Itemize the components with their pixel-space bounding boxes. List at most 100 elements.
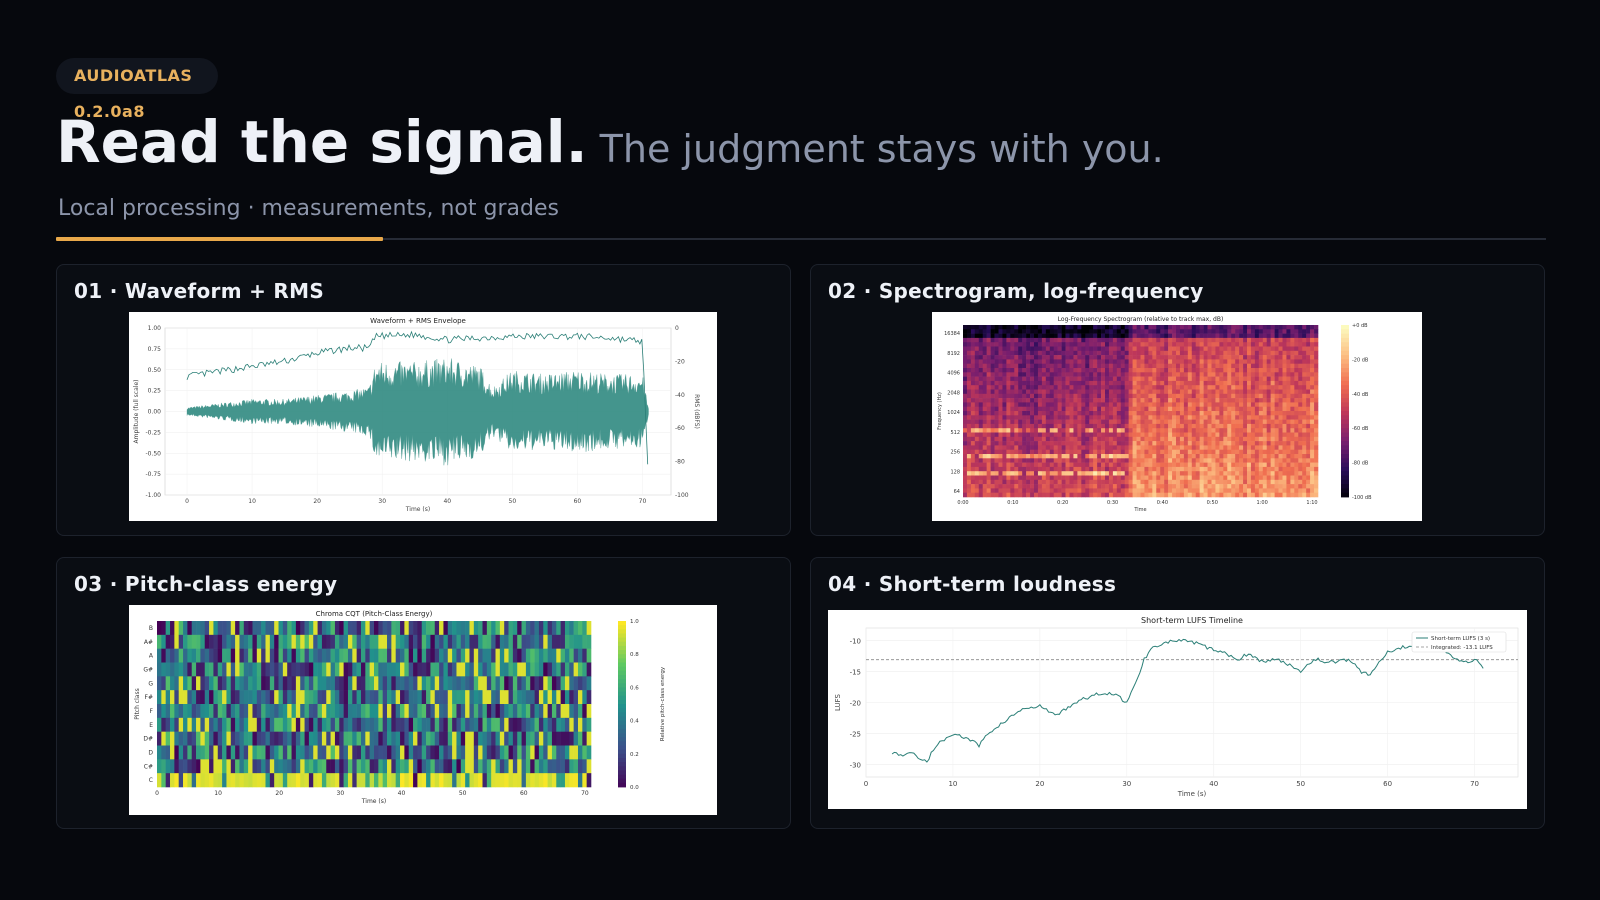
chroma-cell <box>378 621 383 636</box>
spectrogram-cell <box>1250 411 1256 416</box>
spectrogram-cell <box>1018 325 1023 330</box>
spectrogram-cell <box>1310 376 1315 382</box>
spectrogram-cell <box>1022 445 1027 450</box>
spectrogram-cell <box>1302 333 1307 339</box>
spectrogram-cell <box>1010 393 1015 399</box>
spectrogram-cell <box>1274 406 1279 412</box>
chroma-cell <box>430 773 436 788</box>
chroma-cell <box>282 676 288 691</box>
chroma-cell <box>478 634 483 649</box>
spectrogram-cell <box>1278 471 1283 476</box>
spectrogram-cell <box>1282 411 1287 416</box>
chroma-cell <box>170 759 175 774</box>
chroma-cell <box>235 759 240 774</box>
spectrogram-cell <box>1187 363 1193 369</box>
chroma-cell <box>352 773 357 788</box>
spectrogram-cell <box>1203 402 1208 407</box>
spectrogram-cell <box>1274 333 1279 339</box>
spectrogram-cell <box>986 419 991 425</box>
chroma-cell <box>408 634 414 649</box>
chroma-cell <box>261 759 266 774</box>
spectrogram-cell <box>1231 380 1236 386</box>
spectrogram-cell <box>1148 342 1153 347</box>
spectrogram-cell <box>1085 492 1090 498</box>
spectrogram-cell <box>1136 402 1141 407</box>
chroma-cell <box>543 676 548 691</box>
spectrogram-cell <box>1022 441 1027 446</box>
chroma-cell <box>278 621 284 636</box>
spectrogram-cell <box>1294 479 1299 485</box>
spectrogram-cell <box>1124 479 1129 485</box>
spectrogram-cell <box>1314 368 1319 373</box>
spectrogram-cell <box>1018 385 1023 390</box>
spectrogram-cell <box>1160 492 1165 498</box>
spectrogram-cell <box>1191 325 1197 330</box>
chroma-cell <box>230 690 236 705</box>
spectrogram-cell <box>1041 449 1047 455</box>
chroma-cell <box>456 717 462 732</box>
spectrogram-cell <box>1034 363 1039 369</box>
chroma-cell <box>421 662 427 677</box>
spectrogram-cell <box>1172 458 1177 463</box>
chroma-cell <box>556 704 561 719</box>
spectrogram-cell <box>1250 449 1256 455</box>
spectrogram-cell <box>1144 432 1149 438</box>
spectrogram-cell <box>1223 342 1228 347</box>
spectrogram-cell <box>1022 398 1027 403</box>
spectrogram-cell <box>1026 484 1031 489</box>
chroma-cell <box>417 634 423 649</box>
chroma-cell <box>274 676 279 691</box>
spectrogram-cell <box>1266 458 1271 463</box>
spectrogram-cell <box>1097 398 1102 403</box>
spectrogram-cell <box>1006 449 1011 455</box>
spectrogram-cell <box>1191 475 1197 481</box>
spectrogram-cell <box>1286 411 1291 416</box>
spectrogram-cell <box>1187 359 1193 364</box>
spectrogram-cell <box>1199 355 1204 360</box>
spectrogram-cell <box>982 441 987 446</box>
spectrogram-cell <box>1018 355 1023 360</box>
spectrogram-cell <box>1053 479 1058 485</box>
spectrogram-cell <box>1191 449 1197 455</box>
spectrogram-cell <box>1057 449 1062 455</box>
spectrogram-cell <box>1049 385 1055 390</box>
chroma-cell <box>204 717 210 732</box>
spectrogram-cell <box>1298 479 1303 485</box>
spectrogram-cell <box>1128 436 1133 442</box>
spectrogram-cell <box>1041 329 1047 334</box>
chroma-cell <box>378 662 383 677</box>
spectrogram-cell <box>974 368 980 373</box>
chroma-cell <box>317 676 323 691</box>
chroma-cell <box>356 676 362 691</box>
spectrogram-cell <box>1097 389 1102 395</box>
spectrogram-cell <box>1176 325 1181 330</box>
chroma-cell <box>586 648 592 663</box>
spectrogram-cell <box>1018 402 1023 407</box>
spectrogram-cell <box>1105 385 1110 390</box>
spectrogram-cell <box>1160 419 1165 425</box>
spectrogram-cell <box>1065 479 1070 485</box>
spectrogram-cell <box>990 325 995 330</box>
chroma-cell <box>196 717 201 732</box>
spectrogram-cell <box>963 355 968 360</box>
spectrogram-cell <box>1156 380 1161 386</box>
spectrogram-cell <box>1302 398 1307 403</box>
chroma-cell <box>161 704 166 719</box>
colorbar-cell <box>1341 389 1349 395</box>
spectrogram-cell <box>1223 436 1228 442</box>
spectrogram-cell <box>1101 329 1106 334</box>
chroma-cell <box>365 704 370 719</box>
spectrogram-cell <box>1262 458 1268 463</box>
chroma-cell <box>382 773 388 788</box>
chroma-cell <box>374 634 379 649</box>
panel-title: 02 · Spectrogram, log-frequency <box>828 279 1204 303</box>
colorbar-cell <box>1341 445 1349 451</box>
chroma-cell <box>330 690 336 705</box>
spectrogram-cell <box>1128 419 1133 425</box>
spectrogram-cell <box>1310 398 1315 403</box>
chroma-cell <box>530 731 535 746</box>
chroma-cell <box>239 676 245 691</box>
spectrogram-cell <box>1278 423 1283 429</box>
chroma-cell <box>443 690 449 705</box>
spectrogram-cell <box>1247 363 1252 369</box>
